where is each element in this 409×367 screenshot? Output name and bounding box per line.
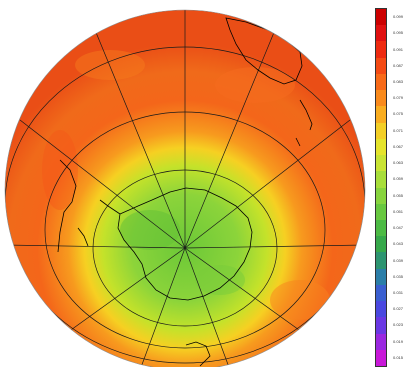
colorbar-segment bbox=[376, 284, 386, 302]
globe-outline bbox=[4, 9, 366, 367]
colorbar-segment bbox=[376, 219, 386, 237]
colorbar-tick-label: 0.023 bbox=[393, 322, 404, 328]
colorbar-tick-label: 0.043 bbox=[393, 241, 404, 247]
colorbar-tick-label: 0.091 bbox=[393, 46, 404, 52]
colorbar-segment bbox=[376, 203, 386, 221]
antarctica-coastline bbox=[117, 187, 253, 301]
colorbar-tick-label: 0.083 bbox=[393, 79, 404, 85]
colorbar-tick-label: 0.039 bbox=[393, 257, 404, 263]
colorbar-segment bbox=[376, 57, 386, 75]
colorbar-segment bbox=[376, 252, 386, 270]
colorbar-tick-label: 0.047 bbox=[393, 225, 404, 231]
colorbar-segment bbox=[376, 317, 386, 335]
colorbar-segment bbox=[376, 155, 386, 172]
colorbar-tick-label: 0.051 bbox=[393, 208, 404, 214]
colorbar-segment bbox=[376, 90, 386, 107]
colorbar-tick-label: 0.019 bbox=[393, 338, 404, 344]
colorbar-tick-label: 0.071 bbox=[393, 127, 404, 133]
colorbar-tick-label: 0.015 bbox=[393, 354, 404, 360]
colorbar-segment bbox=[376, 236, 386, 253]
colorbar-tick-label: 0.035 bbox=[393, 273, 404, 279]
colorbar-tick-label: 0.031 bbox=[393, 289, 404, 295]
colorbar-tick-label: 0.067 bbox=[393, 143, 404, 149]
colorbar-segment bbox=[376, 9, 386, 26]
south-america-coastline bbox=[185, 341, 211, 367]
colorbar-segment bbox=[376, 122, 386, 140]
colorbar-tick-label: 0.055 bbox=[393, 192, 404, 198]
colorbar-segment bbox=[376, 138, 386, 156]
colorbar-tick-label: 0.099 bbox=[393, 14, 404, 20]
graticule bbox=[5, 10, 365, 367]
colorbar-tick-label: 0.087 bbox=[393, 62, 404, 68]
colorbar-segment bbox=[376, 333, 386, 351]
africa-coastline bbox=[57, 159, 77, 253]
colorbar-tick-label: 0.059 bbox=[393, 176, 404, 182]
colorbar-segment bbox=[376, 106, 386, 124]
colorbar bbox=[375, 8, 387, 367]
colorbar-tick-label: 0.027 bbox=[393, 306, 404, 312]
colorbar-tick-label: 0.075 bbox=[393, 111, 404, 117]
colorbar-segment bbox=[376, 41, 386, 59]
colorbar-segment bbox=[376, 73, 386, 91]
colorbar-segment bbox=[376, 301, 386, 318]
coastlines bbox=[57, 17, 313, 367]
colorbar-segment bbox=[376, 25, 386, 42]
colorbar-segment bbox=[376, 187, 386, 205]
polar-globe-map bbox=[4, 9, 366, 367]
colorbar-segment bbox=[376, 349, 386, 367]
colorbar-tick-label: 0.063 bbox=[393, 160, 404, 166]
colorbar-segment bbox=[376, 268, 386, 286]
colorbar-tick-label: 0.095 bbox=[393, 30, 404, 36]
colorbar-segment bbox=[376, 171, 386, 188]
colorbar-tick-label: 0.079 bbox=[393, 95, 404, 101]
